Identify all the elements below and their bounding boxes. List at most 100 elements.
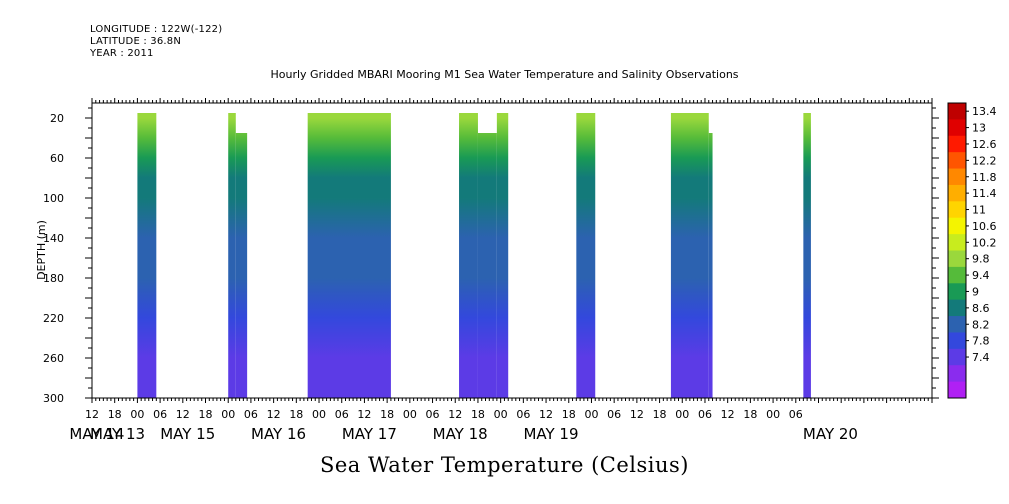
data-segment-1	[137, 113, 157, 398]
colorbar-swatch	[948, 152, 966, 170]
colorbar-label: 10.6	[972, 220, 997, 233]
date-label: MAY 17	[342, 425, 397, 443]
colorbar-swatch	[948, 266, 966, 284]
colorbar-swatch	[948, 299, 966, 317]
data-segment-9	[670, 113, 709, 398]
x-tick-label: 00	[312, 408, 326, 421]
colorbar-label: 9.8	[972, 253, 990, 266]
colorbar-label: 11.4	[972, 187, 997, 200]
x-tick-label: 06	[607, 408, 621, 421]
y-axis-label: DEPTH (m)	[35, 220, 48, 280]
x-tick-label: 18	[653, 408, 667, 421]
colorbar-label: 9.4	[972, 269, 990, 282]
x-tick-label: 18	[380, 408, 394, 421]
x-tick-label: 12	[630, 408, 644, 421]
colorbar-label: 11	[972, 204, 986, 217]
date-label: MAY 19	[523, 425, 578, 443]
colorbar-swatch	[948, 316, 966, 333]
x-tick-label: 06	[698, 408, 712, 421]
y-tick-label: 140	[43, 232, 64, 245]
colorbar-frame	[947, 102, 967, 399]
x-tick-label: 12	[357, 408, 371, 421]
data-segment-3	[235, 133, 248, 398]
x-tick-label: 00	[403, 408, 417, 421]
year-label: YEAR : 2011	[90, 48, 154, 59]
data-segment-5	[459, 113, 478, 398]
colorbar-swatch	[948, 234, 966, 251]
colorbar-swatch	[948, 348, 966, 366]
x-tick-label: 18	[562, 408, 576, 421]
colorbar-label: 10.2	[972, 236, 997, 249]
y-tick-label: 180	[43, 272, 64, 285]
x-tick-label: 12	[267, 408, 281, 421]
date-label: MAY 14	[69, 425, 124, 443]
x-tick-label: 06	[789, 408, 803, 421]
data-segment-7	[496, 113, 509, 398]
x-tick-label: 00	[675, 408, 689, 421]
y-tick-label: 60	[50, 152, 64, 165]
x-tick-label: 18	[743, 408, 757, 421]
data-segment-11	[803, 113, 811, 398]
y-tick-label: 100	[43, 192, 64, 205]
colorbar-label: 12.2	[972, 154, 997, 167]
colorbar-swatch	[948, 332, 966, 350]
date-label: MAY 16	[251, 425, 306, 443]
x-tick-label: 06	[153, 408, 167, 421]
date-label: MAY 15	[160, 425, 215, 443]
latitude-label: LATITUDE : 36.8N	[90, 36, 182, 47]
date-label: MAY 18	[433, 425, 488, 443]
chart-title: Hourly Gridded MBARI Mooring M1 Sea Wate…	[270, 68, 739, 81]
x-tick-label: 00	[221, 408, 235, 421]
x-tick-label: 00	[584, 408, 598, 421]
data-segment-6	[477, 133, 497, 398]
colorbar-swatch	[948, 168, 966, 186]
colorbar-swatch	[948, 381, 966, 399]
x-tick-label: 18	[108, 408, 122, 421]
colorbar-swatch	[948, 250, 966, 268]
colorbar-swatch	[948, 365, 966, 383]
date-label: MAY 13	[90, 425, 145, 443]
x-tick-label: 00	[494, 408, 508, 421]
colorbar-label: 13	[972, 122, 986, 135]
colorbar-label: 9	[972, 285, 979, 298]
colorbar-label: 8.2	[972, 318, 990, 331]
y-tick-label: 260	[43, 352, 64, 365]
x-tick-label: 06	[244, 408, 258, 421]
x-tick-label: 12	[539, 408, 553, 421]
x-tick-label: 00	[130, 408, 144, 421]
colorbar-swatch	[948, 119, 966, 137]
colorbar-label: 7.4	[972, 351, 990, 364]
colorbar-swatch	[948, 135, 966, 153]
x-tick-label: 18	[199, 408, 213, 421]
colorbar-swatch	[948, 283, 966, 301]
x-tick-label: 18	[471, 408, 485, 421]
date-label: MAY 20	[803, 425, 858, 443]
colorbar-swatch	[948, 201, 966, 219]
longitude-label: LONGITUDE : 122W(-122)	[90, 24, 223, 35]
y-tick-label: 300	[43, 392, 64, 405]
colorbar-swatch	[948, 217, 966, 235]
x-tick-label: 06	[516, 408, 530, 421]
chart-subtitle: Sea Water Temperature (Celsius)	[319, 453, 689, 477]
colorbar-label: 13.4	[972, 105, 997, 118]
data-segment-4	[307, 113, 391, 398]
colorbar-swatch	[948, 103, 966, 120]
y-tick-label: 20	[50, 112, 64, 125]
data-segment-10	[708, 133, 713, 398]
colorbar-swatch	[948, 184, 966, 202]
x-tick-label: 12	[721, 408, 735, 421]
data-segment-2	[228, 113, 236, 398]
x-tick-label: 06	[335, 408, 349, 421]
x-tick-label: 18	[289, 408, 303, 421]
colorbar-label: 8.6	[972, 302, 990, 315]
x-tick-label: 06	[426, 408, 440, 421]
colorbar-label: 7.8	[972, 335, 990, 348]
x-tick-label: 12	[448, 408, 462, 421]
x-tick-label: 12	[176, 408, 190, 421]
x-tick-label: 12	[85, 408, 99, 421]
colorbar-label: 11.8	[972, 171, 997, 184]
colorbar-label: 12.6	[972, 138, 997, 151]
y-tick-label: 220	[43, 312, 64, 325]
data-segment-8	[576, 113, 596, 398]
